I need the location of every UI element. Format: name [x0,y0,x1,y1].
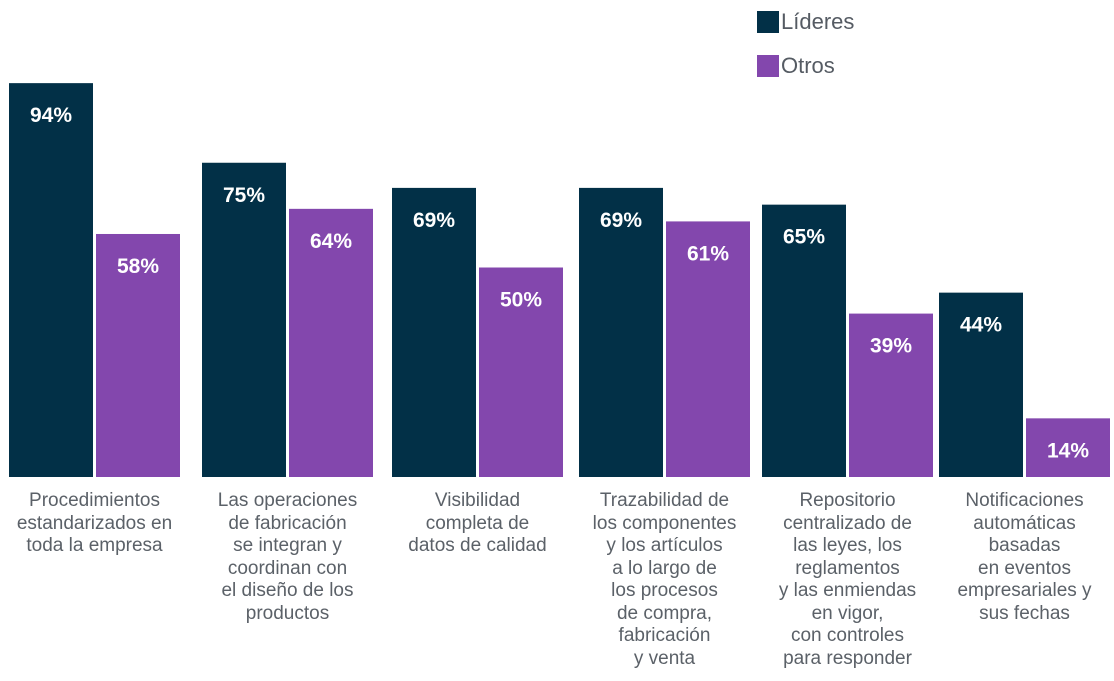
category-label-3: Visibilidad completa de datos de calidad [408,490,547,556]
bar-value-label-leaders-4: 69% [600,209,642,232]
bar-value-label-others-1: 58% [117,255,159,278]
legend-swatch-others [757,55,779,77]
bar-value-label-others-3: 50% [500,289,542,312]
category-label-5: Repositorio centralizado de las leyes, l… [778,490,917,669]
category-label-6: Notificaciones automáticas basadas en ev… [957,490,1092,624]
bar-leaders-4 [579,187,663,477]
bar-others-4 [666,221,750,477]
bar-value-label-others-4: 61% [687,242,729,265]
bar-value-label-leaders-5: 65% [783,226,825,249]
bar-others-1 [96,233,180,477]
bar-value-label-others-5: 39% [870,335,912,358]
legend: Líderes Otros [757,8,854,96]
bar-value-label-leaders-1: 94% [30,104,72,127]
legend-item-others: Otros [757,52,854,80]
legend-label-others: Otros [781,53,835,78]
bar-leaders-5 [762,204,846,477]
bar-leaders-2 [202,162,286,477]
bar-others-5 [849,313,933,477]
legend-swatch-leaders [757,11,779,33]
bar-value-label-others-6: 14% [1047,439,1089,462]
bar-leaders-6 [939,292,1023,477]
bar-leaders-1 [9,83,93,477]
bars-group: 94% 58% 75% 64% 69% 50% 69% 61% 65% 39% 44% 14% [9,83,1110,477]
category-label-1: Procedimientos estandarizados en toda la… [16,490,173,556]
bar-value-label-leaders-2: 75% [223,184,265,207]
legend-label-leaders: Líderes [781,9,855,34]
bar-others-6 [1026,418,1110,477]
bar-value-label-others-2: 64% [310,230,352,253]
bar-value-label-leaders-3: 69% [413,209,455,232]
category-label-2: Las operaciones de fabricación se integr… [217,490,358,624]
legend-item-leaders: Líderes [757,8,854,36]
bar-others-2 [289,208,373,477]
bar-leaders-3 [392,187,476,477]
category-label-4: Trazabilidad de los componentes y los ar… [592,490,737,669]
bar-others-3 [479,267,563,477]
bar-value-label-leaders-6: 44% [960,314,1002,337]
